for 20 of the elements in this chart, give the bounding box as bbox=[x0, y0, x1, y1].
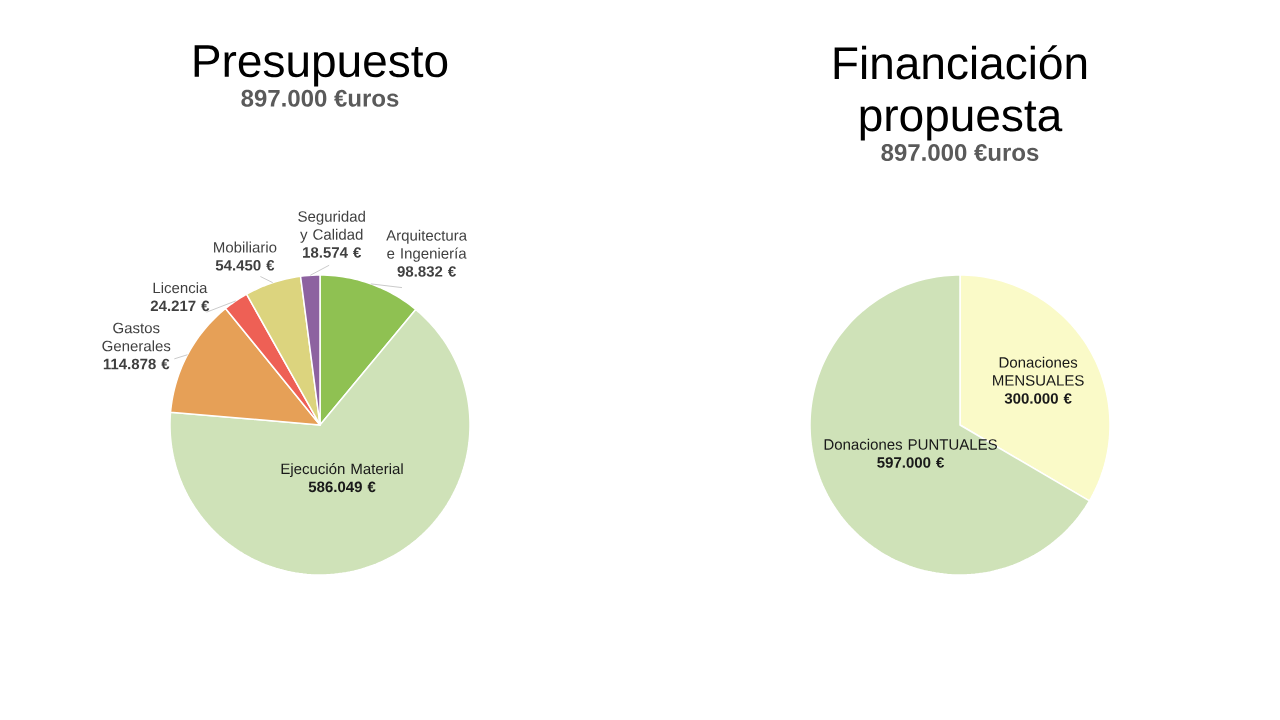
slice-label: Ejecución Material bbox=[281, 462, 403, 478]
data-label: 24.217 € bbox=[150, 300, 210, 312]
data-label: 586.049 € bbox=[308, 481, 376, 493]
chart-title: Financiación propuesta bbox=[834, 45, 1087, 141]
slice-label: Arquitectura e Ingeniería bbox=[386, 229, 468, 262]
slice-label: Donaciones PUNTUALES bbox=[824, 438, 997, 450]
data-label: 114.878 € bbox=[103, 358, 170, 370]
slice-label: Licencia bbox=[153, 282, 208, 294]
data-label: 98.832 € bbox=[397, 266, 456, 277]
data-label: 597.000 € bbox=[877, 457, 945, 468]
data-label: 18.574 € bbox=[303, 247, 362, 258]
data-label: 300.000 € bbox=[1004, 393, 1072, 404]
chart-title: Presupuesto bbox=[194, 45, 448, 87]
slice-label: Mobiliario bbox=[214, 241, 277, 253]
data-label: 54.450 € bbox=[215, 259, 275, 271]
chart-subtitle: 897.000 €uros bbox=[881, 144, 1039, 161]
slice-label: Gastos Generales bbox=[102, 322, 171, 352]
slice-label: Donaciones MENSUALES bbox=[993, 356, 1084, 386]
slice-label: Seguridad y Calidad bbox=[298, 210, 365, 243]
chart-subtitle: 897.000 €uros bbox=[241, 89, 399, 107]
